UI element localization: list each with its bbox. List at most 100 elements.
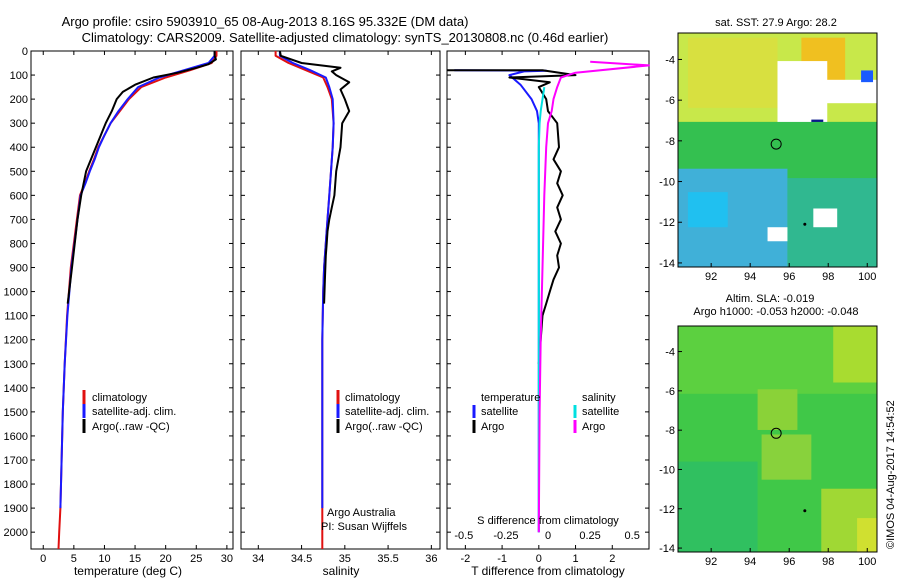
difference-panel: -2 -1 0 1 2 -0.5 -0.25 0 0.25 0.5 xyxy=(446,50,650,565)
x-tick-label: 34 xyxy=(252,553,264,565)
depth-tick-label: 1200 xyxy=(4,335,28,347)
sst-map-title: sat. SST: 27.9 Argo: 28.2 xyxy=(715,17,837,29)
x-tick-label: 35.5 xyxy=(377,553,398,565)
map-field-patch xyxy=(813,208,838,228)
lon-tick-label: 98 xyxy=(822,271,834,283)
x-tick-label: 30 xyxy=(221,553,233,565)
plot-frame xyxy=(30,50,234,550)
map-field-patch xyxy=(767,227,788,242)
legend-argo-label: Argo(..raw -QC) xyxy=(92,421,170,433)
imos-credit: ©IMOS 04-Aug-2017 14:54:52 xyxy=(885,400,897,549)
legend-climatology-label: climatology xyxy=(92,392,148,404)
difference-xlabel: T difference from climatology xyxy=(471,564,625,578)
legend-satellite-label: satellite-adj. clim. xyxy=(92,406,176,418)
salinity-diff-tick-label: -0.25 xyxy=(493,530,518,542)
depth-tick-label: 1700 xyxy=(4,455,28,467)
lat-tick-label: -10 xyxy=(659,177,675,189)
figure-title-line1: Argo profile: csiro 5903910_65 08-Aug-20… xyxy=(62,14,469,29)
salinity-legend: climatology satellite-adj. clim. Argo(..… xyxy=(336,390,429,433)
depth-tick-label: 500 xyxy=(10,166,28,178)
series-line-t-argo xyxy=(447,69,577,364)
depth-tick-label: 400 xyxy=(10,142,28,154)
depth-tick-label: 100 xyxy=(10,70,28,82)
lat-tick-label: -6 xyxy=(665,386,675,398)
map-field-patch xyxy=(857,518,877,552)
depth-tick-label: 700 xyxy=(10,214,28,226)
island-marker xyxy=(803,509,807,513)
legend-t-argo-label: Argo xyxy=(481,421,504,433)
map-field-patch xyxy=(833,326,877,383)
sla-map: 92 94 96 98 100 -4 -6 -8 -10 -12 -14 xyxy=(659,325,878,568)
depth-tick-label: 300 xyxy=(10,118,28,130)
salinity-annotation-line1: Argo Australia xyxy=(327,507,396,519)
salinity-diff-tick-label: 0.5 xyxy=(625,530,640,542)
lon-tick-label: 96 xyxy=(783,271,795,283)
legend-satellite-label: satellite-adj. clim. xyxy=(345,406,429,418)
x-tick-label: 10 xyxy=(98,553,110,565)
x-tick-label: 1 xyxy=(572,553,578,565)
salinity-xlabel: salinity xyxy=(323,564,360,578)
series-line-argo-raw-qc xyxy=(66,51,217,304)
sla-map-title: Altim. SLA: -0.019 xyxy=(726,293,815,305)
lat-tick-label: -6 xyxy=(665,95,675,107)
map-field-patch xyxy=(687,192,728,228)
map-field-patch xyxy=(813,79,877,104)
legend-argo-label: Argo(..raw -QC) xyxy=(345,421,423,433)
legend-salinity-heading: salinity xyxy=(582,392,616,404)
x-tick-label: 5 xyxy=(71,553,77,565)
map-field-patch xyxy=(687,37,778,108)
series-line-s-argo xyxy=(537,60,650,533)
lat-tick-label: -4 xyxy=(665,54,675,66)
difference-legend: temperature satellite Argo salinity sate… xyxy=(472,392,619,433)
series-line-satellite-adj-clim xyxy=(278,51,335,509)
lat-tick-label: -8 xyxy=(665,425,675,437)
x-tick-label: 36 xyxy=(425,553,437,565)
temperature-legend: climatology satellite-adj. clim. Argo(..… xyxy=(82,390,176,433)
lon-tick-label: 94 xyxy=(744,556,756,568)
map-field-patch xyxy=(761,434,812,480)
map-field-patch xyxy=(678,461,758,552)
lon-tick-label: 92 xyxy=(705,556,717,568)
salinity-diff-tick-label: -0.5 xyxy=(454,530,473,542)
depth-tick-label: 0 xyxy=(22,46,28,58)
depth-tick-label: 1400 xyxy=(4,383,28,395)
legend-temperature-heading: temperature xyxy=(481,392,540,404)
lon-tick-label: 98 xyxy=(822,556,834,568)
depth-tick-label: 1100 xyxy=(4,311,28,323)
depth-tick-label: 800 xyxy=(10,238,28,250)
lon-tick-label: 94 xyxy=(744,271,756,283)
lat-tick-label: -12 xyxy=(659,217,675,229)
x-tick-label: 15 xyxy=(129,553,141,565)
argo-float-marker xyxy=(770,427,782,439)
x-tick-label: 20 xyxy=(160,553,172,565)
x-tick-label: 0 xyxy=(40,553,46,565)
lat-tick-label: -4 xyxy=(665,347,675,359)
salinity-diff-tick-label: 0.25 xyxy=(579,530,600,542)
legend-s-satellite-label: satellite xyxy=(582,406,619,418)
map-frame xyxy=(677,32,878,268)
lon-tick-label: 100 xyxy=(858,556,876,568)
salinity-annotation-line2: PI: Susan Wijffels xyxy=(321,521,407,533)
sla-map-subtitle: Argo h1000: -0.053 h2000: -0.048 xyxy=(693,306,858,318)
x-tick-label: 2 xyxy=(609,553,615,565)
temperature-xlabel: temperature (deg C) xyxy=(74,564,182,578)
x-tick-label: -1 xyxy=(497,553,507,565)
depth-tick-label: 2000 xyxy=(4,527,28,539)
legend-climatology-label: climatology xyxy=(345,392,401,404)
map-frame xyxy=(677,325,878,553)
figure-title-line2: Climatology: CARS2009. Satellite-adjuste… xyxy=(82,30,609,45)
island-marker xyxy=(803,222,807,226)
depth-tick-label: 1600 xyxy=(4,431,28,443)
lat-tick-label: -10 xyxy=(659,464,675,476)
depth-tick-label: 900 xyxy=(10,263,28,275)
depth-tick-label: 1800 xyxy=(4,479,28,491)
legend-t-satellite-label: satellite xyxy=(481,406,518,418)
depth-tick-label: 1300 xyxy=(4,359,28,371)
x-tick-label: 35 xyxy=(339,553,351,565)
depth-tick-label: 200 xyxy=(10,94,28,106)
depth-tick-label: 1500 xyxy=(4,407,28,419)
series-line-argo-raw-qc xyxy=(278,50,351,304)
x-tick-label: -2 xyxy=(460,553,470,565)
salinity-diff-tick-label: 0 xyxy=(545,530,551,542)
